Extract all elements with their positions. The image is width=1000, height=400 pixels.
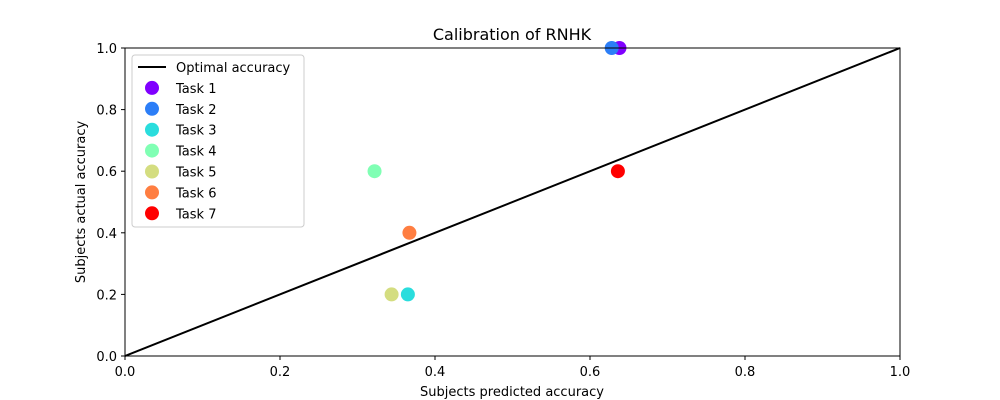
legend-label-optimal: Optimal accuracy bbox=[176, 61, 291, 76]
legend-label-task-3: Task 3 bbox=[175, 124, 216, 139]
y-tick-label: 0.2 bbox=[96, 288, 117, 303]
y-tick-label: 1.0 bbox=[96, 42, 117, 57]
y-tick-label: 0.0 bbox=[96, 350, 117, 365]
legend-marker-task-5 bbox=[145, 164, 159, 179]
legend-marker-task-6 bbox=[145, 185, 159, 200]
x-axis-label: Subjects predicted accuracy bbox=[420, 385, 604, 400]
legend-marker-task-7 bbox=[145, 206, 159, 221]
plot-area bbox=[124, 41, 901, 357]
y-axis-label: Subjects actual accuracy bbox=[74, 121, 89, 284]
chart-title: Calibration of RNHK bbox=[433, 25, 592, 44]
axes: 0.0 0.2 0.4 0.6 0.8 1.0 0.0 0.2 0.4 0.6 0.8 1.0 bbox=[96, 42, 910, 380]
legend-label-task-1: Task 1 bbox=[175, 82, 216, 97]
legend-label-task-4: Task 4 bbox=[175, 145, 216, 160]
plot-frame bbox=[124, 47, 901, 357]
legend-marker-task-4 bbox=[145, 143, 159, 158]
legend-marker-task-3 bbox=[145, 122, 159, 137]
x-tick-label: 0.0 bbox=[115, 365, 136, 380]
legend-label-task-7: Task 7 bbox=[175, 207, 216, 222]
x-tick-label: 0.2 bbox=[270, 365, 291, 380]
point-task-7 bbox=[610, 164, 625, 179]
legend-label-task-2: Task 2 bbox=[175, 103, 216, 118]
point-task-6 bbox=[402, 225, 417, 240]
optimal-accuracy-line bbox=[124, 47, 901, 357]
legend-marker-task-1 bbox=[145, 80, 159, 95]
x-tick-label: 0.4 bbox=[425, 365, 446, 380]
legend-marker-task-2 bbox=[145, 101, 159, 116]
legend: Optimal accuracy Task 1 Task 2 Task 3 Task 4… bbox=[131, 54, 305, 228]
legend-label-task-6: Task 6 bbox=[175, 186, 216, 201]
legend-box bbox=[131, 54, 305, 228]
point-task-5 bbox=[384, 287, 399, 302]
y-tick-label: 0.4 bbox=[96, 227, 117, 242]
point-task-4 bbox=[367, 164, 382, 179]
y-tick-label: 0.6 bbox=[96, 165, 117, 180]
legend-label-task-5: Task 5 bbox=[175, 166, 216, 181]
x-tick-label: 0.8 bbox=[735, 365, 756, 380]
y-tick-label: 0.8 bbox=[96, 104, 117, 119]
x-tick-label: 0.6 bbox=[580, 365, 601, 380]
x-tick-label: 1.0 bbox=[890, 365, 911, 380]
point-task-3 bbox=[400, 287, 415, 302]
